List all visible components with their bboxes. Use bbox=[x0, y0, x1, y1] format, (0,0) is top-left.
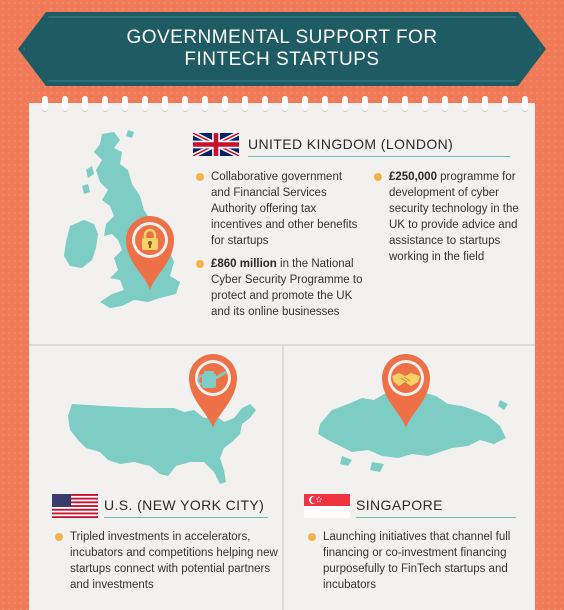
binder-rings bbox=[29, 96, 535, 112]
uk-flag-icon bbox=[193, 133, 239, 156]
us-bullet-1: Tripled investments in accelerators, inc… bbox=[55, 529, 280, 593]
title-line-1: GOVERNMENTAL SUPPORT FOR bbox=[126, 27, 438, 48]
country-us: U.S. (NEW YORK CITY) bbox=[104, 497, 268, 518]
bullet-dot bbox=[196, 260, 204, 268]
us-location-pin bbox=[189, 354, 237, 428]
uk-bullet-3: £250,000 programme for development of cy… bbox=[374, 169, 529, 265]
bullet-dot bbox=[308, 533, 316, 541]
lock-icon bbox=[142, 228, 158, 250]
section-divider-vertical bbox=[282, 344, 284, 610]
bullet-dot bbox=[55, 533, 63, 541]
uk-bullet-1: Collaborative government and Financial S… bbox=[196, 169, 361, 249]
singapore-flag-icon bbox=[304, 494, 350, 518]
country-uk: UNITED KINGDOM (LONDON) bbox=[248, 136, 510, 157]
bullet-dot bbox=[196, 173, 204, 181]
uk-location-pin bbox=[126, 216, 174, 290]
singapore-location-pin bbox=[382, 354, 430, 428]
singapore-map bbox=[318, 392, 508, 472]
uk-bullet-2: £860 million in the National Cyber Secur… bbox=[196, 256, 371, 320]
watering-can-icon bbox=[197, 370, 227, 388]
page-title: GOVERNMENTAL SUPPORT FOR FINTECH STARTUP… bbox=[18, 12, 546, 86]
bullet-dot bbox=[374, 173, 382, 181]
title-banner: GOVERNMENTAL SUPPORT FOR FINTECH STARTUP… bbox=[18, 12, 546, 86]
us-flag-icon bbox=[52, 494, 98, 518]
country-singapore: SINGAPORE bbox=[356, 497, 516, 518]
singapore-bullet-1: Launching initiatives that channel full … bbox=[308, 529, 523, 593]
title-line-2: FINTECH STARTUPS bbox=[184, 49, 380, 70]
handshake-icon bbox=[392, 373, 420, 386]
us-map bbox=[68, 404, 256, 484]
